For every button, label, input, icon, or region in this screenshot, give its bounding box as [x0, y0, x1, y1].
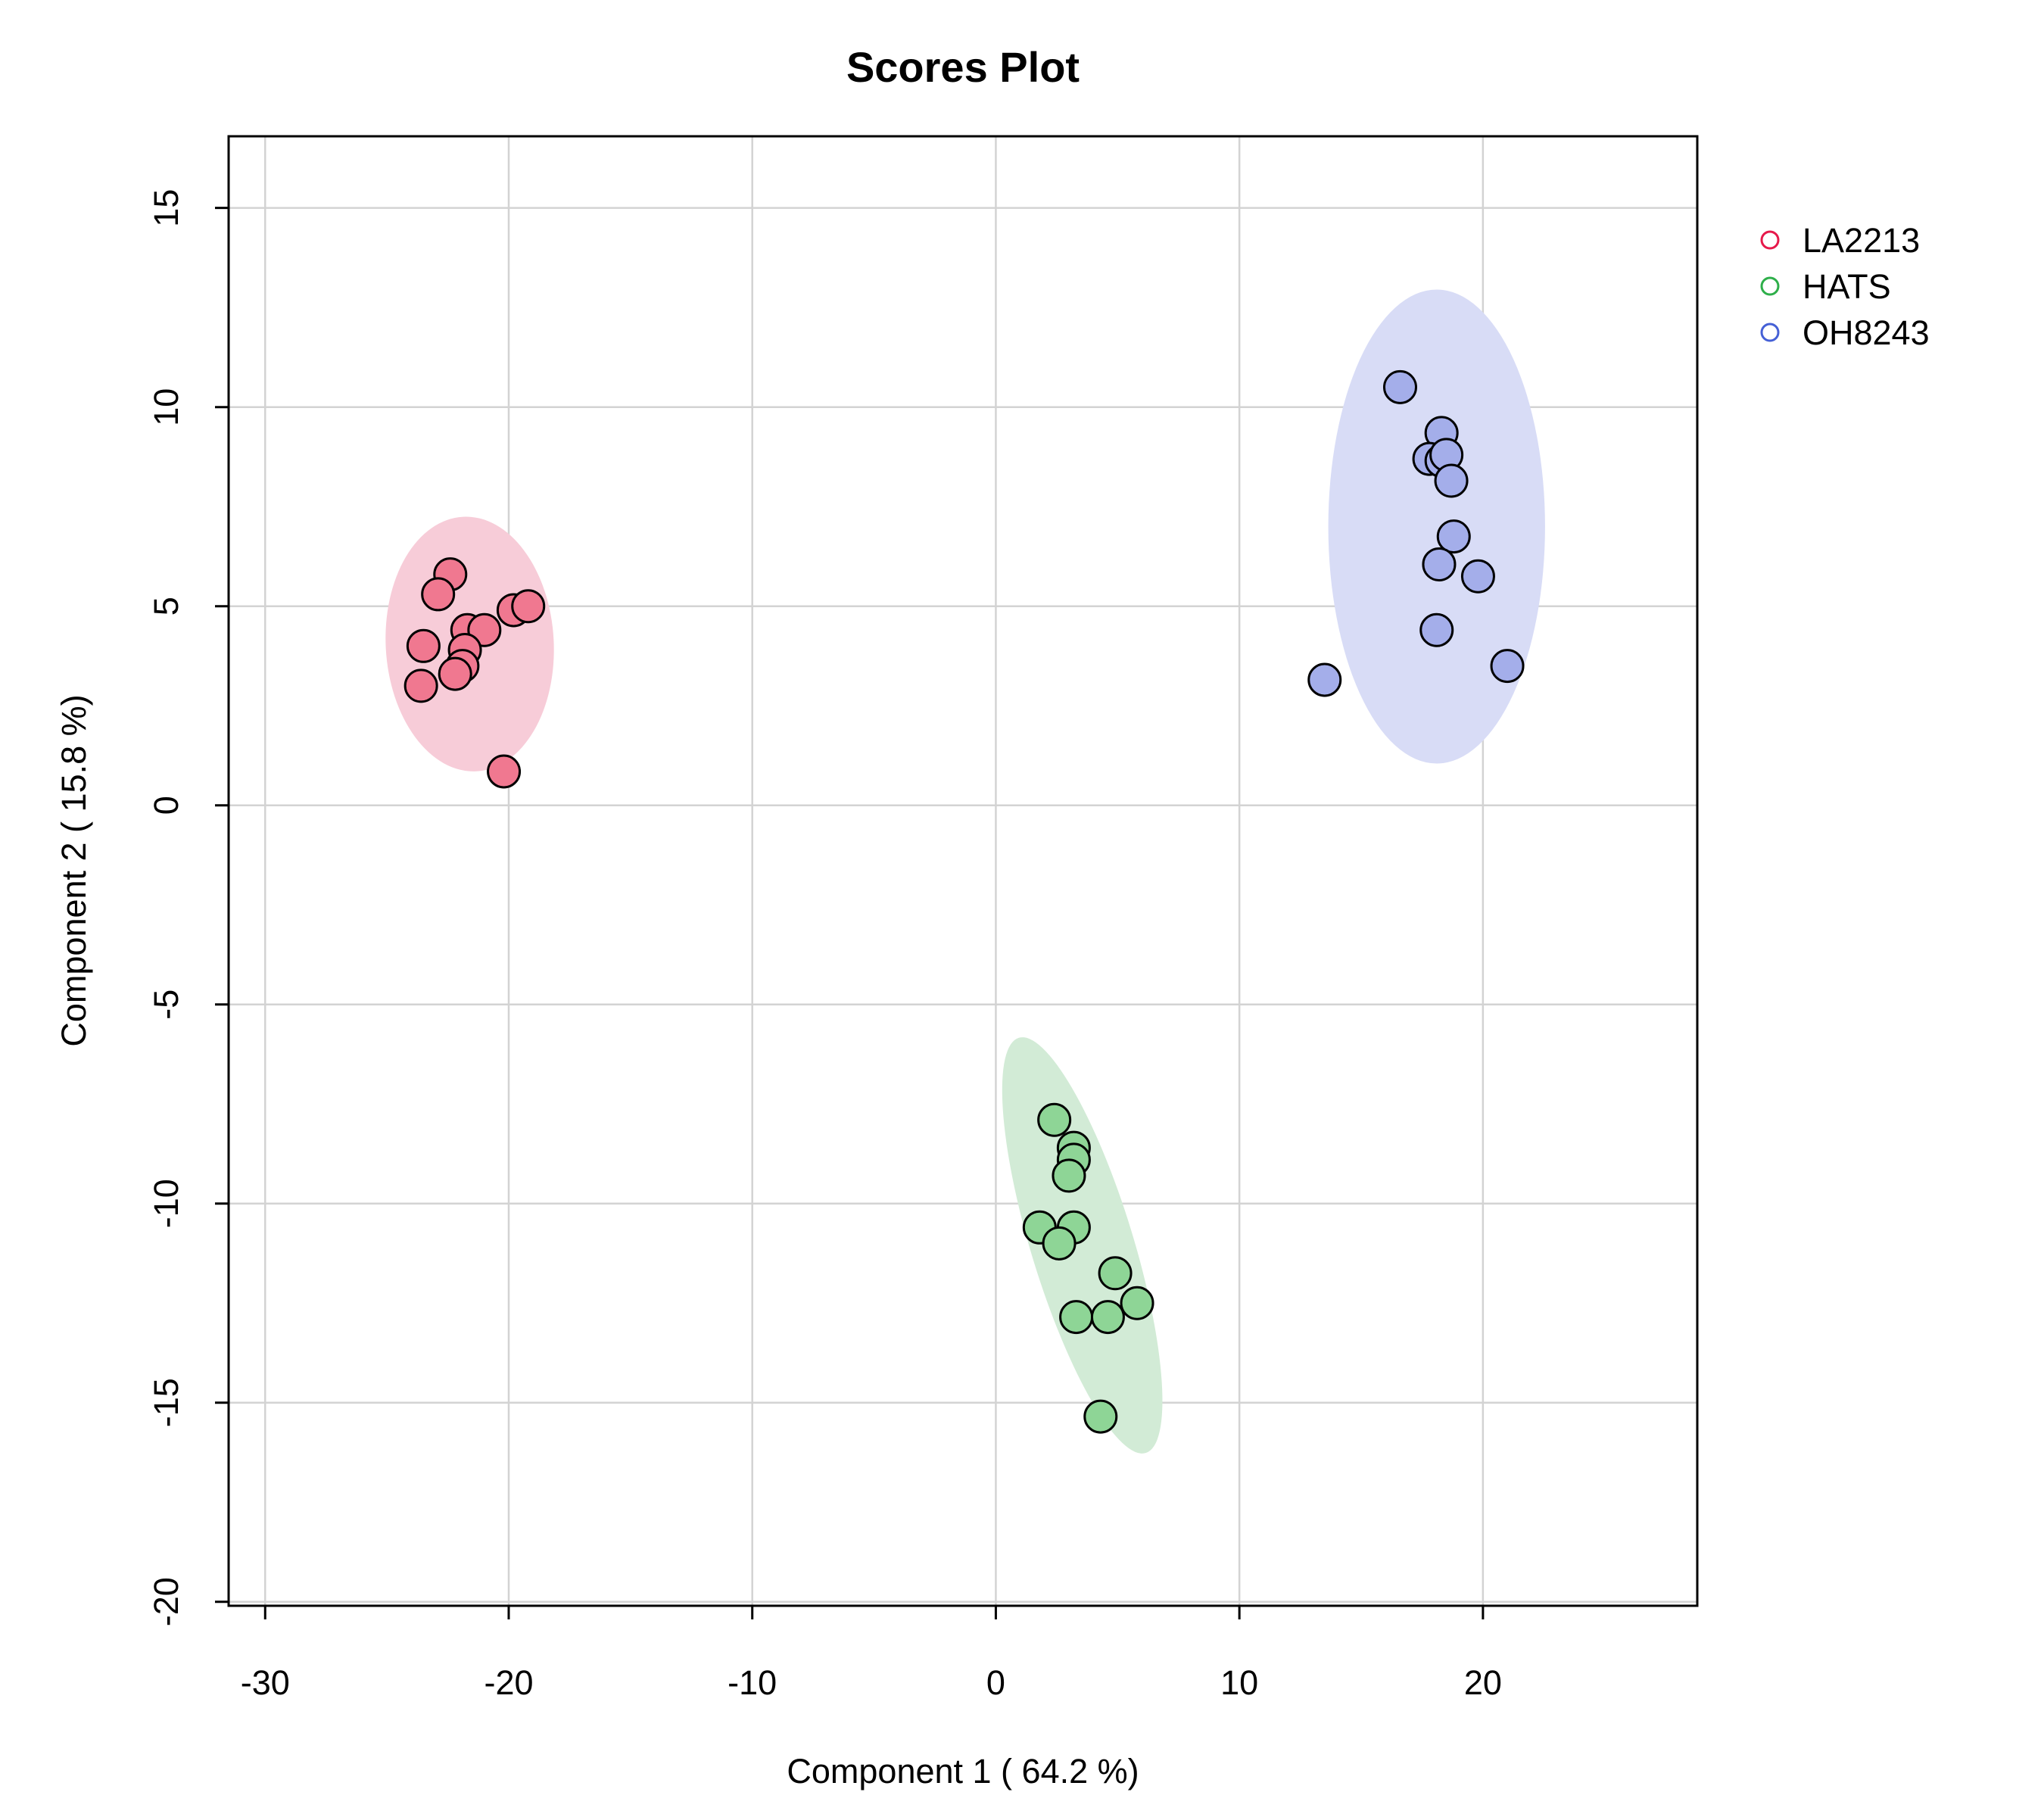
y-axis-label: Component 2 ( 15.8 %) [55, 694, 93, 1046]
data-point [1419, 612, 1454, 647]
data-point [1490, 649, 1525, 684]
y-tick-label: -15 [147, 1378, 185, 1427]
data-point [1042, 1226, 1077, 1261]
y-axis: -20 -15 -10 -5 0 5 10 15 [147, 189, 230, 1626]
y-tick-label: -20 [147, 1577, 185, 1626]
data-point [1120, 1286, 1154, 1320]
data-point [1098, 1256, 1133, 1291]
data-point [1307, 662, 1342, 697]
chart-title: Scores Plot [846, 43, 1080, 91]
y-tick-label: 10 [147, 388, 185, 426]
legend-marker [1760, 230, 1780, 250]
legend: LA2213 HATS OH8243 [1760, 221, 1930, 352]
data-point [1422, 547, 1457, 581]
x-tick-label: -30 [241, 1663, 290, 1702]
y-tick-label: -10 [147, 1179, 185, 1228]
data-point [438, 656, 472, 691]
y-tick-label: 5 [147, 597, 185, 616]
data-points [404, 369, 1525, 1434]
confidence-ellipses [385, 289, 1545, 1454]
data-point [1059, 1300, 1094, 1335]
data-point [1037, 1102, 1072, 1137]
data-point [406, 628, 441, 663]
x-axis: -30 -20 -10 0 10 20 [241, 1604, 1502, 1702]
data-point [1083, 1399, 1118, 1434]
x-tick-label: -20 [484, 1663, 533, 1702]
confidence-ellipse-hats [1002, 1037, 1163, 1454]
legend-label: HATS [1803, 267, 1891, 306]
data-point [1434, 463, 1469, 498]
legend-marker [1760, 323, 1780, 342]
y-tick-label: -5 [147, 990, 185, 1020]
data-point [1052, 1158, 1086, 1193]
data-point [511, 589, 546, 624]
x-axis-label: Component 1 ( 64.2 %) [787, 1752, 1139, 1791]
legend-marker [1760, 276, 1780, 296]
data-point [1460, 559, 1495, 594]
data-point [1436, 519, 1471, 554]
y-tick-label: 15 [147, 189, 185, 227]
confidence-ellipse-oh8243 [1328, 289, 1545, 764]
x-tick-label: 20 [1464, 1663, 1502, 1702]
y-tick-label: 0 [147, 796, 185, 815]
legend-label: OH8243 [1803, 313, 1930, 352]
legend-label: LA2213 [1803, 221, 1920, 260]
data-point [404, 669, 438, 703]
data-point [1382, 369, 1417, 404]
x-tick-label: 10 [1220, 1663, 1258, 1702]
x-tick-label: 0 [986, 1663, 1005, 1702]
data-point [421, 577, 456, 612]
data-point [1090, 1300, 1125, 1335]
data-point [487, 754, 522, 789]
x-tick-label: -10 [728, 1663, 777, 1702]
